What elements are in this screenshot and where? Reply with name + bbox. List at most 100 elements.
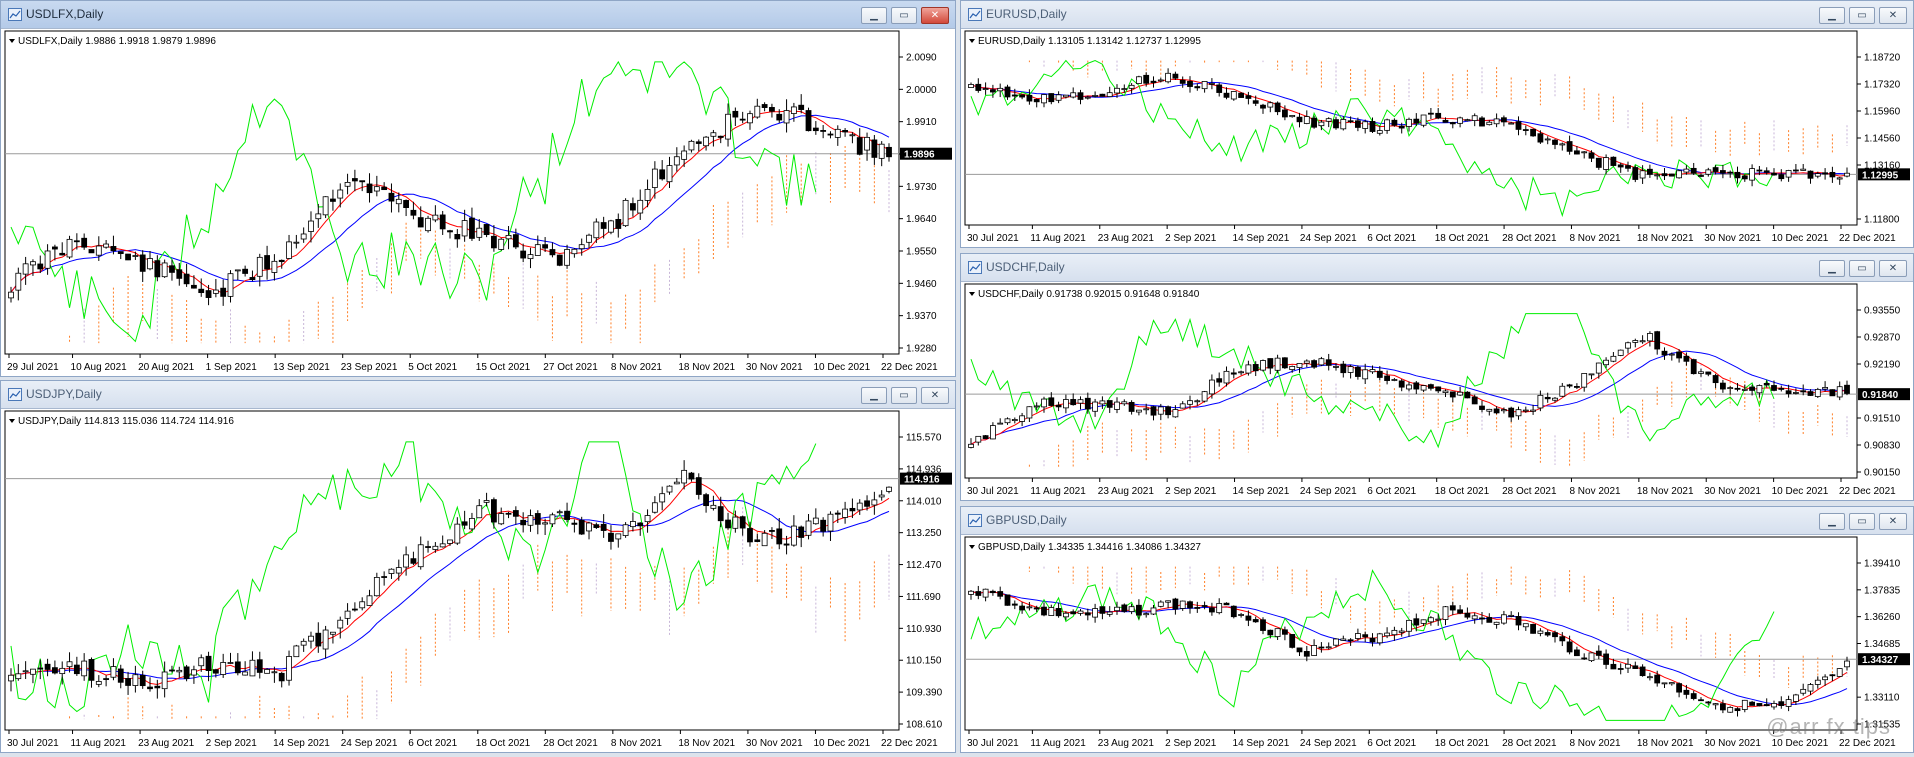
minimize-button[interactable]: ▁: [1819, 7, 1845, 24]
candle-body: [1391, 379, 1398, 381]
candle-body: [300, 640, 307, 646]
candle-body: [191, 669, 197, 676]
close-button[interactable]: ✕: [1879, 260, 1907, 277]
date-label: 23 Aug 2021: [1098, 233, 1155, 244]
candle-body: [725, 519, 731, 529]
price-chart[interactable]: EURUSD,Daily 1.13105 1.13142 1.12737 1.1…: [961, 29, 1913, 247]
close-button[interactable]: ✕: [1879, 7, 1907, 24]
candle-body: [1011, 419, 1018, 422]
candle-body: [1595, 650, 1602, 656]
candle-body: [1413, 382, 1420, 390]
title-bar[interactable]: USDJPY,Daily ▁ ▭ ✕: [1, 381, 955, 409]
maximize-button[interactable]: ▭: [891, 387, 917, 404]
candle-body: [300, 233, 307, 240]
chart-window-usdjpy[interactable]: USDJPY,Daily ▁ ▭ ✕ USDJPY,Daily 114.813 …: [0, 380, 956, 753]
chart-window-eurusd[interactable]: EURUSD,Daily ▁ ▭ ✕ EURUSD,Daily 1.13105 …: [960, 0, 1914, 248]
candle-body: [1603, 157, 1609, 170]
candle-body: [176, 269, 183, 279]
candle-body: [615, 218, 622, 229]
close-button[interactable]: ✕: [921, 387, 949, 404]
candle-body: [1844, 172, 1850, 177]
candle-body: [812, 517, 819, 525]
title-bar[interactable]: EURUSD,Daily ▁ ▭ ✕: [961, 1, 1913, 29]
price-chart[interactable]: GBPUSD,Daily 1.34335 1.34416 1.34086 1.3…: [961, 535, 1913, 752]
candle-body: [1019, 415, 1025, 422]
candle-body: [366, 183, 373, 194]
candle-body: [975, 435, 982, 443]
candle-body: [783, 543, 790, 546]
window-title: USDJPY,Daily: [26, 387, 102, 401]
candle-body: [1588, 652, 1595, 662]
date-label: 28 Oct 2021: [543, 738, 598, 749]
minimize-button[interactable]: ▁: [1819, 513, 1845, 530]
date-label: 30 Nov 2021: [746, 738, 803, 749]
maximize-button[interactable]: ▭: [1849, 7, 1875, 24]
minimize-button[interactable]: ▁: [861, 7, 887, 24]
chart-plot-area[interactable]: USDCHF,Daily 0.91738 0.92015 0.91648 0.9…: [961, 282, 1913, 500]
candle-body: [81, 660, 88, 677]
candle-body: [564, 510, 570, 520]
candle-body: [395, 567, 402, 574]
candle-body: [1749, 168, 1755, 181]
date-label: 14 Sep 2021: [273, 738, 330, 749]
candle-body: [1245, 95, 1252, 99]
maximize-button[interactable]: ▭: [1849, 513, 1875, 530]
minimize-button[interactable]: ▁: [861, 387, 887, 404]
price-label: 1.31535: [1864, 720, 1901, 731]
candle-body: [1260, 104, 1266, 109]
candle-body: [1063, 399, 1069, 409]
date-label: 22 Dec 2021: [1839, 486, 1896, 497]
minimize-button[interactable]: ▁: [1819, 260, 1845, 277]
maximize-button[interactable]: ▭: [1849, 260, 1875, 277]
candle-body: [1099, 93, 1106, 97]
title-bar[interactable]: USDCHF,Daily ▁ ▭ ✕: [961, 254, 1913, 282]
title-bar[interactable]: USDLFX,Daily ▁ ▭ ✕: [1, 1, 955, 29]
candle-body: [1639, 340, 1646, 343]
candle-body: [103, 243, 110, 248]
chart-plot-area[interactable]: USDJPY,Daily 114.813 115.036 114.724 114…: [1, 409, 955, 752]
candle-body: [315, 213, 322, 220]
price-chart[interactable]: USDLFX,Daily 1.9886 1.9918 1.9879 1.9896…: [1, 29, 955, 376]
price-chart[interactable]: USDCHF,Daily 0.91738 0.92015 0.91648 0.9…: [961, 282, 1913, 500]
price-label: 113.250: [906, 528, 942, 539]
chart-plot-area[interactable]: GBPUSD,Daily 1.34335 1.34416 1.34086 1.3…: [961, 535, 1913, 752]
chart-window-usdlfx[interactable]: USDLFX,Daily ▁ ▭ ✕ USDLFX,Daily 1.9886 1…: [0, 0, 956, 377]
title-bar[interactable]: GBPUSD,Daily ▁ ▭ ✕: [961, 507, 1913, 535]
candle-body: [198, 657, 205, 667]
candle-body: [1661, 350, 1668, 356]
candle-body: [542, 522, 549, 525]
candle-body: [1829, 389, 1836, 397]
candle-body: [1515, 616, 1522, 626]
candle-body: [1296, 116, 1303, 123]
candle-body: [1267, 629, 1274, 636]
candle-body: [1340, 363, 1347, 374]
current-price-tag: [1858, 388, 1910, 401]
price-label: 1.9640: [906, 214, 937, 225]
price-chart[interactable]: USDJPY,Daily 114.813 115.036 114.724 114…: [1, 409, 955, 752]
candle-body: [117, 251, 124, 255]
price-label: 1.9730: [906, 182, 937, 193]
date-label: 23 Aug 2021: [138, 738, 195, 749]
chart-plot-area[interactable]: EURUSD,Daily 1.13105 1.13142 1.12737 1.1…: [961, 29, 1913, 247]
candle-body: [1172, 409, 1179, 418]
close-button[interactable]: ✕: [921, 7, 949, 24]
candle-body: [191, 284, 197, 289]
price-label: 112.470: [906, 560, 942, 571]
candle-body: [666, 485, 673, 493]
candle-body: [161, 262, 168, 278]
candle-body: [1661, 173, 1668, 177]
candle-body: [856, 137, 863, 155]
close-button[interactable]: ✕: [1879, 513, 1907, 530]
maximize-button[interactable]: ▭: [891, 7, 917, 24]
candle-body: [1106, 92, 1113, 97]
candle-body: [44, 663, 51, 670]
chart-window-gbpusd[interactable]: GBPUSD,Daily ▁ ▭ ✕ GBPUSD,Daily 1.34335 …: [960, 506, 1914, 753]
chart-plot-area[interactable]: USDLFX,Daily 1.9886 1.9918 1.9879 1.9896…: [1, 29, 955, 376]
candle-body: [1216, 603, 1223, 614]
date-label: 10 Dec 2021: [1772, 486, 1829, 497]
candle-body: [982, 588, 989, 598]
candle-body: [886, 486, 892, 492]
candle-body: [1347, 639, 1354, 642]
chart-window-usdchf[interactable]: USDCHF,Daily ▁ ▭ ✕ USDCHF,Daily 0.91738 …: [960, 253, 1914, 501]
candle-body: [505, 512, 512, 515]
